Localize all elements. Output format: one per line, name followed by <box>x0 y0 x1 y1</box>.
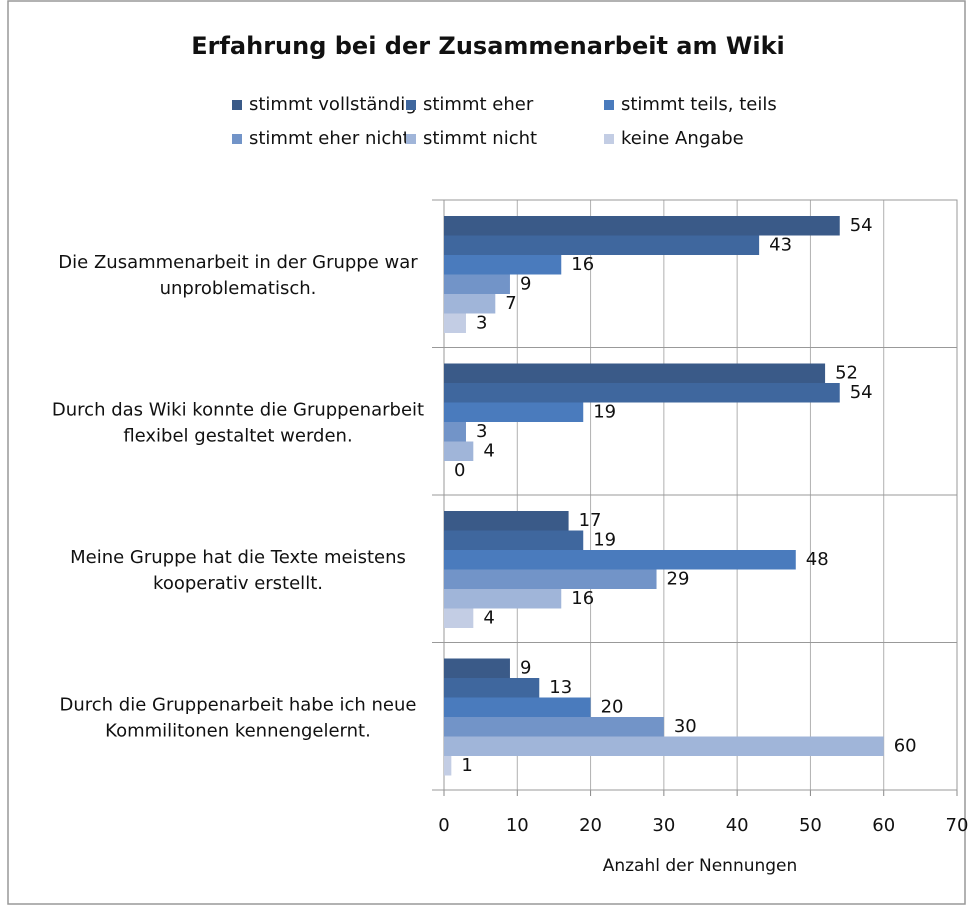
legend-swatch <box>604 100 614 110</box>
legend-swatch <box>232 134 242 144</box>
bar <box>444 756 452 776</box>
bar <box>444 550 796 570</box>
bar <box>444 530 584 550</box>
category-label: Die Zusammenarbeit in der Gruppe war unpr… <box>58 252 418 299</box>
legend-label: stimmt nicht <box>423 128 537 149</box>
legend-label: stimmt eher nicht <box>249 128 410 149</box>
bar <box>444 235 760 255</box>
x-tick-label: 30 <box>652 815 675 836</box>
data-label: 19 <box>593 401 616 422</box>
data-label: 43 <box>769 234 792 255</box>
bar <box>444 294 496 314</box>
bar <box>444 658 510 678</box>
bar <box>444 441 474 461</box>
data-label: 16 <box>571 254 594 275</box>
data-label: 60 <box>894 735 917 756</box>
bar <box>444 255 562 275</box>
x-tick-label: 70 <box>946 815 969 836</box>
bar <box>444 736 884 756</box>
bar <box>444 363 826 383</box>
data-label: 3 <box>476 421 487 442</box>
data-label: 30 <box>674 716 697 737</box>
legend-swatch <box>406 134 416 144</box>
bar <box>444 402 584 422</box>
data-label: 54 <box>850 215 873 236</box>
bar <box>444 697 591 717</box>
bar <box>444 569 657 589</box>
chart-title: Erfahrung bei der Zusammenarbeit am Wiki <box>191 32 785 60</box>
bar <box>444 678 540 698</box>
data-label: 20 <box>601 696 624 717</box>
legend-label: stimmt vollständig <box>249 94 417 115</box>
data-label: 9 <box>520 273 531 294</box>
x-tick-label: 40 <box>726 815 749 836</box>
legend-swatch <box>232 100 242 110</box>
category-label: Meine Gruppe hat die Texte meistens koope… <box>70 547 406 594</box>
data-label: 54 <box>850 382 873 403</box>
data-label: 4 <box>483 607 494 628</box>
data-label: 0 <box>454 460 465 481</box>
bar <box>444 274 510 294</box>
x-tick-label: 20 <box>579 815 602 836</box>
data-label: 4 <box>483 440 494 461</box>
x-tick-label: 60 <box>872 815 895 836</box>
category-label: Durch das Wiki konnte die Gruppenarbeit f… <box>52 399 424 446</box>
data-label: 19 <box>593 529 616 550</box>
legend-swatch <box>406 100 416 110</box>
x-tick-label: 10 <box>506 815 529 836</box>
x-tick-label: 0 <box>438 815 449 836</box>
data-label: 48 <box>806 549 829 570</box>
bar <box>444 216 840 236</box>
category-label: Durch die Gruppenarbeit habe ich neue Kom… <box>60 694 417 741</box>
bar <box>444 589 562 609</box>
bar <box>444 313 466 333</box>
bar <box>444 383 840 403</box>
legend-label: stimmt teils, teils <box>621 94 777 115</box>
data-label: 29 <box>667 568 690 589</box>
data-label: 3 <box>476 312 487 333</box>
x-axis-label: Anzahl der Nennungen <box>603 856 798 876</box>
data-label: 1 <box>461 755 472 776</box>
legend-label: stimmt eher <box>423 94 534 115</box>
data-label: 9 <box>520 657 531 678</box>
data-label: 16 <box>571 588 594 609</box>
bar <box>444 608 474 628</box>
x-tick-label: 50 <box>799 815 822 836</box>
bar <box>444 511 569 531</box>
data-label: 7 <box>505 293 516 314</box>
bar <box>444 717 664 737</box>
data-label: 17 <box>579 510 602 531</box>
data-label: 52 <box>835 362 858 383</box>
data-label: 13 <box>549 677 572 698</box>
legend-swatch <box>604 134 614 144</box>
bar <box>444 422 466 442</box>
legend-label: keine Angabe <box>621 128 744 149</box>
